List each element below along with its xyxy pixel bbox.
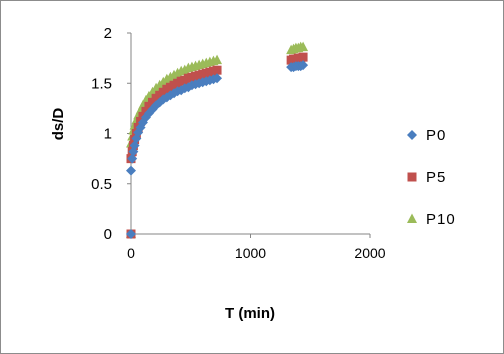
x-axis-label: T (min) [225, 305, 275, 322]
y-axis-label: ds/D [50, 108, 67, 141]
y-tick-label: 1.5 [91, 75, 112, 92]
legend-marker-p5 [407, 172, 417, 182]
y-tick-label: 0.5 [91, 176, 112, 193]
x-tick-label: 2000 [354, 245, 385, 261]
data-point [133, 127, 144, 138]
data-point [126, 229, 136, 239]
legend-label-p10: P10 [426, 211, 456, 228]
x-tick-labels: 0 1000 2000 [127, 245, 386, 261]
data-point [298, 41, 309, 52]
data-points [126, 41, 309, 239]
y-tick-label: 1 [104, 126, 112, 143]
x-tick-label: 1000 [235, 245, 266, 261]
axes [127, 32, 371, 238]
data-point [127, 153, 138, 164]
legend-marker-p0 [407, 130, 417, 140]
y-tick-label: 2 [104, 25, 112, 42]
data-point [212, 65, 222, 75]
legend-label-p5: P5 [426, 169, 446, 186]
data-point [298, 52, 308, 62]
legend-marker-p10 [407, 213, 417, 223]
legend-label-p0: P0 [426, 127, 446, 144]
data-point [129, 140, 140, 151]
x-tick-label: 0 [127, 245, 135, 261]
y-tick-label: 0 [104, 226, 112, 243]
y-tick-labels: 0 0.5 1 1.5 2 [91, 25, 112, 243]
data-point [212, 73, 223, 84]
legend: P0 P5 P10 [407, 127, 456, 228]
data-point [212, 54, 223, 65]
series-p0 [126, 60, 309, 239]
data-point [298, 60, 309, 71]
data-point [126, 165, 136, 176]
